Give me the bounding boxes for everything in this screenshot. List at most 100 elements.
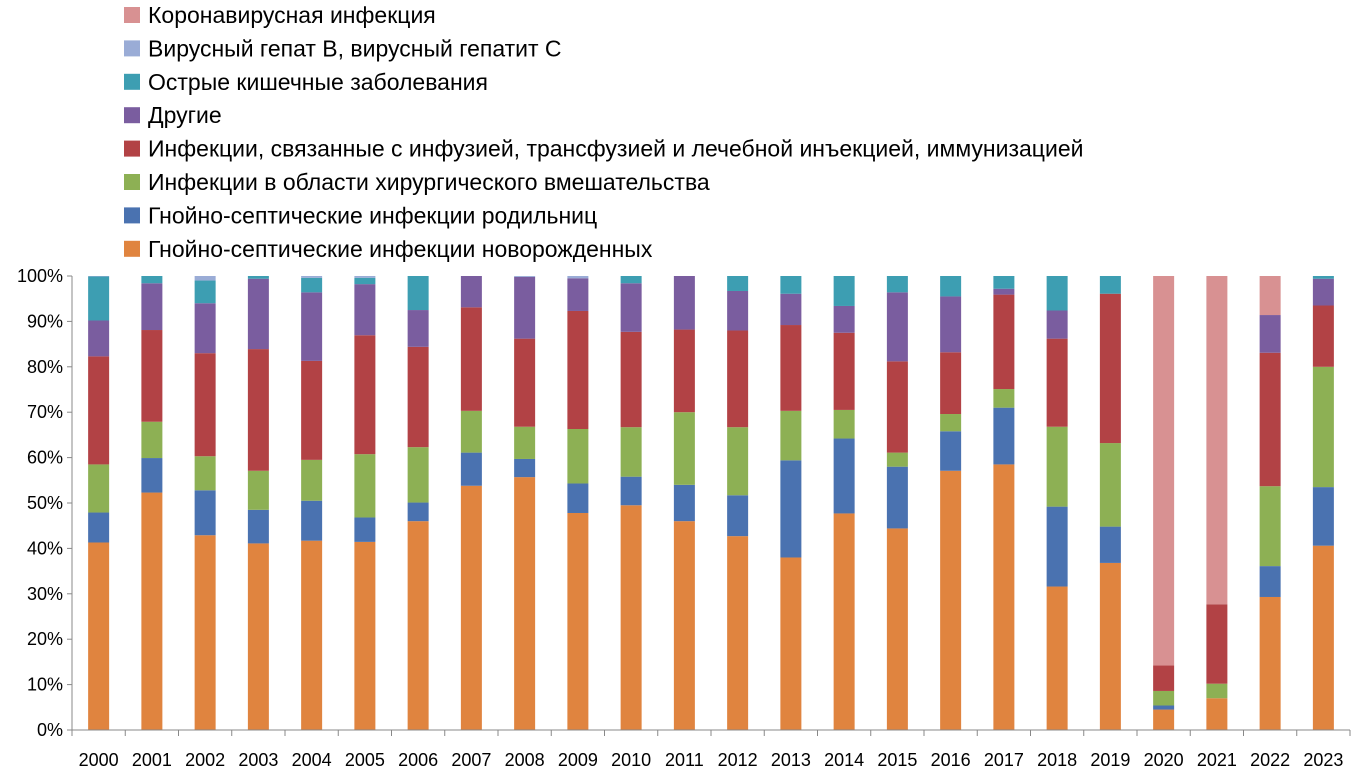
y-tick-label: 100%: [17, 266, 63, 286]
bar-segment: [1206, 276, 1228, 605]
y-tick-label: 60%: [27, 448, 63, 468]
bar-segment: [727, 290, 749, 331]
bar-segment: [1259, 486, 1281, 567]
x-tick-label: 2003: [238, 750, 278, 770]
x-tick-label: 2022: [1250, 750, 1290, 770]
bar-segment: [940, 431, 962, 471]
bar-segment: [567, 429, 589, 484]
bar-segment: [194, 353, 216, 457]
x-tick-label: 2004: [292, 750, 332, 770]
bar-segment: [1312, 276, 1334, 279]
legend-swatch: [124, 73, 140, 90]
bar-segment: [673, 329, 695, 413]
bar-segment: [567, 512, 589, 730]
bar-segment: [460, 307, 482, 411]
legend-swatch: [124, 40, 140, 57]
y-tick-label: 80%: [27, 357, 63, 377]
bar-segment: [886, 528, 908, 730]
bar-segment: [1099, 293, 1121, 444]
bar-segment: [780, 460, 802, 558]
legend-swatch: [124, 240, 140, 257]
bar-segment: [673, 276, 695, 330]
bar-segment: [993, 464, 1015, 730]
bar-segment: [514, 458, 536, 478]
bar-segment: [567, 310, 589, 429]
bar-segment: [247, 276, 269, 279]
bar-segment: [141, 458, 163, 493]
bar-segment: [1046, 506, 1068, 587]
bar-segment: [727, 427, 749, 496]
bar-segment: [993, 288, 1015, 295]
bar-segment: [141, 330, 163, 422]
y-tick-label: 30%: [27, 584, 63, 604]
x-tick-label: 2015: [877, 750, 917, 770]
bar-segment: [407, 346, 429, 448]
bar-segment: [247, 543, 269, 730]
x-tick-label: 2013: [771, 750, 811, 770]
bar-segment: [1259, 596, 1281, 730]
bar-segment: [407, 521, 429, 730]
legend-item: Инфекции в области хирургического вмешат…: [124, 169, 710, 195]
bar-segment: [301, 540, 323, 730]
x-tick-label: 2005: [345, 750, 385, 770]
bar-segment: [88, 542, 110, 730]
bar-segment: [673, 521, 695, 730]
bar-segment: [886, 452, 908, 467]
bar-segment: [567, 276, 589, 279]
bar-segment: [727, 536, 749, 730]
bar-segment: [194, 456, 216, 491]
bar-segment: [1099, 443, 1121, 527]
bar-segment: [1046, 338, 1068, 427]
bar-segment: [727, 276, 749, 291]
legend-swatch: [124, 7, 140, 23]
bar-segment: [886, 292, 908, 362]
bar-segment: [247, 278, 269, 350]
legend-swatch: [124, 207, 140, 224]
bar-segment: [833, 332, 855, 410]
x-tick-label: 2002: [185, 750, 225, 770]
bar-segment: [194, 303, 216, 354]
y-tick-label: 70%: [27, 402, 63, 422]
x-tick-label: 2023: [1303, 750, 1343, 770]
bar-segment: [1153, 690, 1175, 706]
y-tick-label: 10%: [27, 675, 63, 695]
legend: Коронавирусная инфекция Вирусный гепат В,…: [124, 2, 1083, 262]
bar-segment: [460, 452, 482, 486]
bar-segment: [1153, 665, 1175, 691]
bar-segment: [833, 513, 855, 730]
legend-swatch: [124, 174, 140, 190]
bar-segment: [194, 535, 216, 730]
bar-segment: [194, 276, 216, 281]
bar-segment: [833, 409, 855, 439]
bar-segment: [301, 292, 323, 361]
bar-segment: [940, 414, 962, 432]
legend-item: Другие: [124, 102, 222, 128]
bar-segment: [460, 410, 482, 453]
bar-segment: [620, 427, 642, 477]
bar-segment: [1099, 562, 1121, 730]
bar-segment: [1259, 352, 1281, 487]
bar-segment: [673, 484, 695, 522]
bar-segment: [141, 492, 163, 730]
y-tick-label: 0%: [37, 720, 63, 740]
bar-segment: [673, 412, 695, 485]
bar-segment: [460, 276, 482, 308]
bar-segment: [780, 325, 802, 411]
legend-item: Острые кишечные заболевания: [124, 69, 488, 95]
legend-item: Коронавирусная инфекция: [124, 2, 436, 28]
bar-segment: [194, 490, 216, 536]
bar-segment: [1259, 276, 1281, 316]
bar-segment: [407, 447, 429, 503]
bar-segment: [1312, 487, 1334, 546]
legend-item: Инфекции, связанные с инфузией, трансфуз…: [124, 136, 1083, 162]
bar-segment: [407, 276, 429, 311]
bar-segment: [1259, 566, 1281, 597]
bar-segment: [354, 284, 376, 336]
bar-segment: [301, 277, 323, 293]
x-tick-label: 2007: [451, 750, 491, 770]
bar-segment: [247, 470, 269, 510]
x-tick-label: 2000: [79, 750, 119, 770]
legend-item: Гнойно-септические инфекции новорожденны…: [124, 236, 653, 262]
bar-segment: [1312, 278, 1334, 306]
bar-segment: [88, 356, 110, 465]
